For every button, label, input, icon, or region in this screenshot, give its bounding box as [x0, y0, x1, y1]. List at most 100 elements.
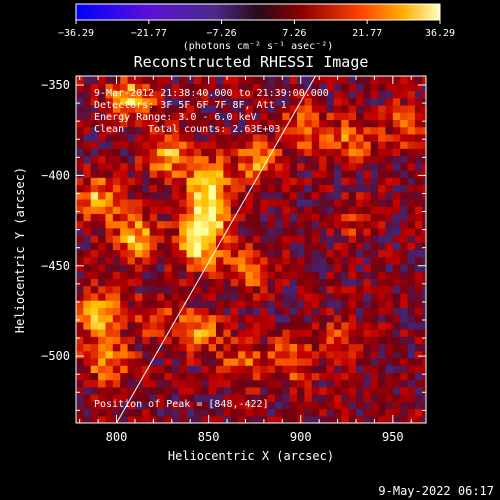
heatmap-cell [157, 415, 166, 423]
heatmap-cell [282, 401, 291, 410]
heatmap-cell [267, 271, 276, 280]
heatmap-cell [83, 242, 92, 251]
heatmap-cell [245, 126, 254, 135]
heatmap-cell [407, 372, 416, 381]
heatmap-cell [378, 263, 387, 272]
heatmap-cell [186, 285, 195, 294]
heatmap-cell [297, 191, 306, 200]
heatmap-cell [76, 256, 84, 265]
heatmap-cell [385, 329, 394, 337]
heatmap-cell [370, 271, 379, 280]
heatmap-cell [289, 271, 298, 280]
heatmap-cell [407, 350, 416, 359]
heatmap-cell [230, 90, 239, 99]
heatmap-cell [230, 206, 239, 214]
heatmap-cell [171, 343, 180, 352]
heatmap-cell [76, 379, 84, 388]
heatmap-cell [282, 365, 291, 373]
heatmap-cell [348, 343, 357, 352]
heatmap-cell [193, 162, 202, 171]
heatmap-cell [149, 256, 158, 265]
heatmap-cell [90, 83, 99, 92]
heatmap-cell [414, 169, 423, 178]
heatmap-cell [76, 112, 84, 120]
heatmap-cell [179, 292, 188, 301]
heatmap-cell [422, 155, 426, 164]
heatmap-cell [230, 184, 239, 193]
heatmap-cell [216, 285, 224, 294]
heatmap-cell [341, 357, 350, 366]
heatmap-cell [223, 220, 232, 229]
heatmap-cell [105, 177, 114, 186]
heatmap-cell [267, 350, 276, 359]
heatmap-cell [83, 141, 92, 149]
heatmap-cell [282, 213, 291, 222]
heatmap-cell [326, 133, 335, 142]
heatmap-cell [289, 169, 298, 178]
heatmap-cell [238, 155, 247, 164]
heatmap-cell [252, 343, 261, 352]
heatmap-cell [319, 357, 328, 366]
heatmap-cell [274, 213, 283, 222]
heatmap-cell [267, 184, 276, 193]
heatmap-cell [76, 213, 84, 222]
heatmap-cell [208, 169, 217, 178]
heatmap-cell [245, 372, 254, 381]
heatmap-cell [164, 177, 173, 186]
heatmap-cell [230, 365, 239, 373]
heatmap-cell [134, 213, 143, 222]
heatmap-cell [208, 408, 217, 417]
heatmap-cell [171, 285, 180, 294]
heatmap-cell [400, 263, 409, 272]
heatmap-cell [120, 126, 129, 135]
heatmap-cell [356, 220, 364, 229]
heatmap-cell [274, 141, 283, 149]
heatmap-cell [326, 76, 335, 84]
heatmap-cell [134, 372, 143, 381]
heatmap-cell [422, 321, 426, 330]
heatmap-cell [304, 235, 313, 243]
heatmap-cell [98, 365, 107, 373]
heatmap-cell [216, 83, 224, 92]
heatmap-cell [157, 198, 166, 207]
heatmap-cell [142, 300, 151, 308]
heatmap-cell [414, 206, 423, 214]
heatmap-cell [142, 227, 151, 236]
heatmap-cell [193, 227, 202, 236]
heatmap-cell [157, 321, 166, 330]
heatmap-cell [157, 141, 166, 149]
heatmap-cell [164, 271, 173, 280]
heatmap-cell [230, 220, 239, 229]
heatmap-cell [216, 242, 224, 251]
heatmap-cell [120, 394, 129, 402]
heatmap-cell [282, 97, 291, 106]
heatmap-cell [260, 307, 269, 316]
heatmap-cell [245, 278, 254, 287]
heatmap-cell [407, 242, 416, 251]
heatmap-cell [193, 213, 202, 222]
heatmap-cell [208, 83, 217, 92]
heatmap-cell [238, 184, 247, 193]
heatmap-cell [282, 220, 291, 229]
heatmap-cell [297, 314, 306, 323]
heatmap-cell [223, 119, 232, 128]
heatmap-cell [193, 148, 202, 157]
heatmap-cell [171, 271, 180, 280]
heatmap-cell [378, 336, 387, 345]
heatmap-cell [282, 329, 291, 337]
heatmap-cell [385, 357, 394, 366]
heatmap-cell [319, 256, 328, 265]
heatmap-cell [186, 329, 195, 337]
heatmap-cell [356, 169, 364, 178]
heatmap-cell [348, 227, 357, 236]
heatmap-cell [392, 90, 401, 99]
heatmap-cell [304, 76, 313, 84]
heatmap-cell [363, 76, 372, 84]
heatmap-cell [157, 329, 166, 337]
heatmap-cell [326, 386, 335, 395]
heatmap-cell [157, 350, 166, 359]
heatmap-cell [370, 329, 379, 337]
heatmap-cell [164, 198, 173, 207]
heatmap-cell [348, 177, 357, 186]
heatmap-cell [297, 206, 306, 214]
